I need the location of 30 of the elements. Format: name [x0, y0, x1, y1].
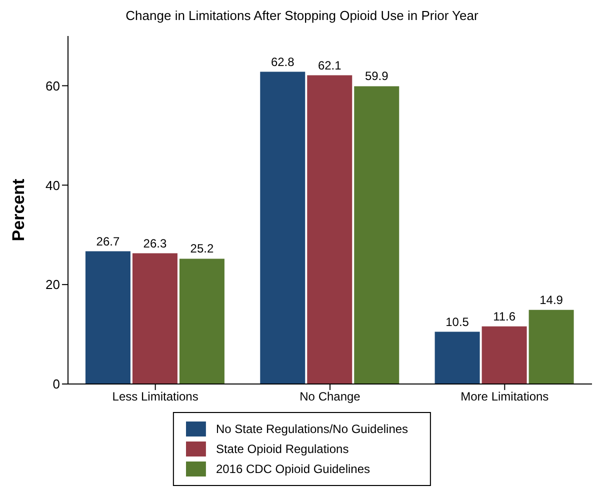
y-tick-label: 60 — [46, 78, 60, 94]
data-label: 10.5 — [446, 314, 470, 329]
bar — [85, 251, 130, 384]
data-label: 59.9 — [364, 69, 389, 84]
x-tick-label: More Limitations — [460, 390, 549, 404]
bar — [354, 86, 400, 384]
data-label: 11.6 — [493, 309, 516, 324]
chart-title: Change in Limitations After Stopping Opioid Use in Prior Year — [124, 8, 480, 25]
bar — [482, 326, 527, 384]
y-axis-title: Percent — [9, 178, 28, 242]
data-label: 62.8 — [270, 54, 295, 69]
x-tick-label: No Change — [300, 390, 361, 404]
data-label: 62.1 — [318, 58, 342, 72]
bar — [434, 332, 480, 384]
data-label: 26.3 — [143, 236, 167, 250]
bar — [260, 72, 306, 384]
x-tick-label: Less Limitations — [112, 390, 198, 404]
data-label: 26.7 — [96, 234, 120, 248]
bar — [132, 253, 178, 384]
legend-label: 2016 CDC Opioid Guidelines — [216, 462, 370, 476]
y-tick-label: 40 — [46, 178, 60, 193]
y-tick-label: 20 — [46, 277, 60, 292]
data-label: 14.9 — [540, 292, 564, 307]
bar — [307, 75, 352, 384]
legend-label: State Opioid Regulations — [216, 442, 349, 456]
legend-label: No State Regulations/No Guidelines — [216, 422, 408, 436]
data-label: 25.2 — [190, 242, 214, 256]
bar — [528, 310, 574, 384]
y-tick-label: 0 — [52, 376, 60, 392]
bar — [179, 258, 224, 384]
